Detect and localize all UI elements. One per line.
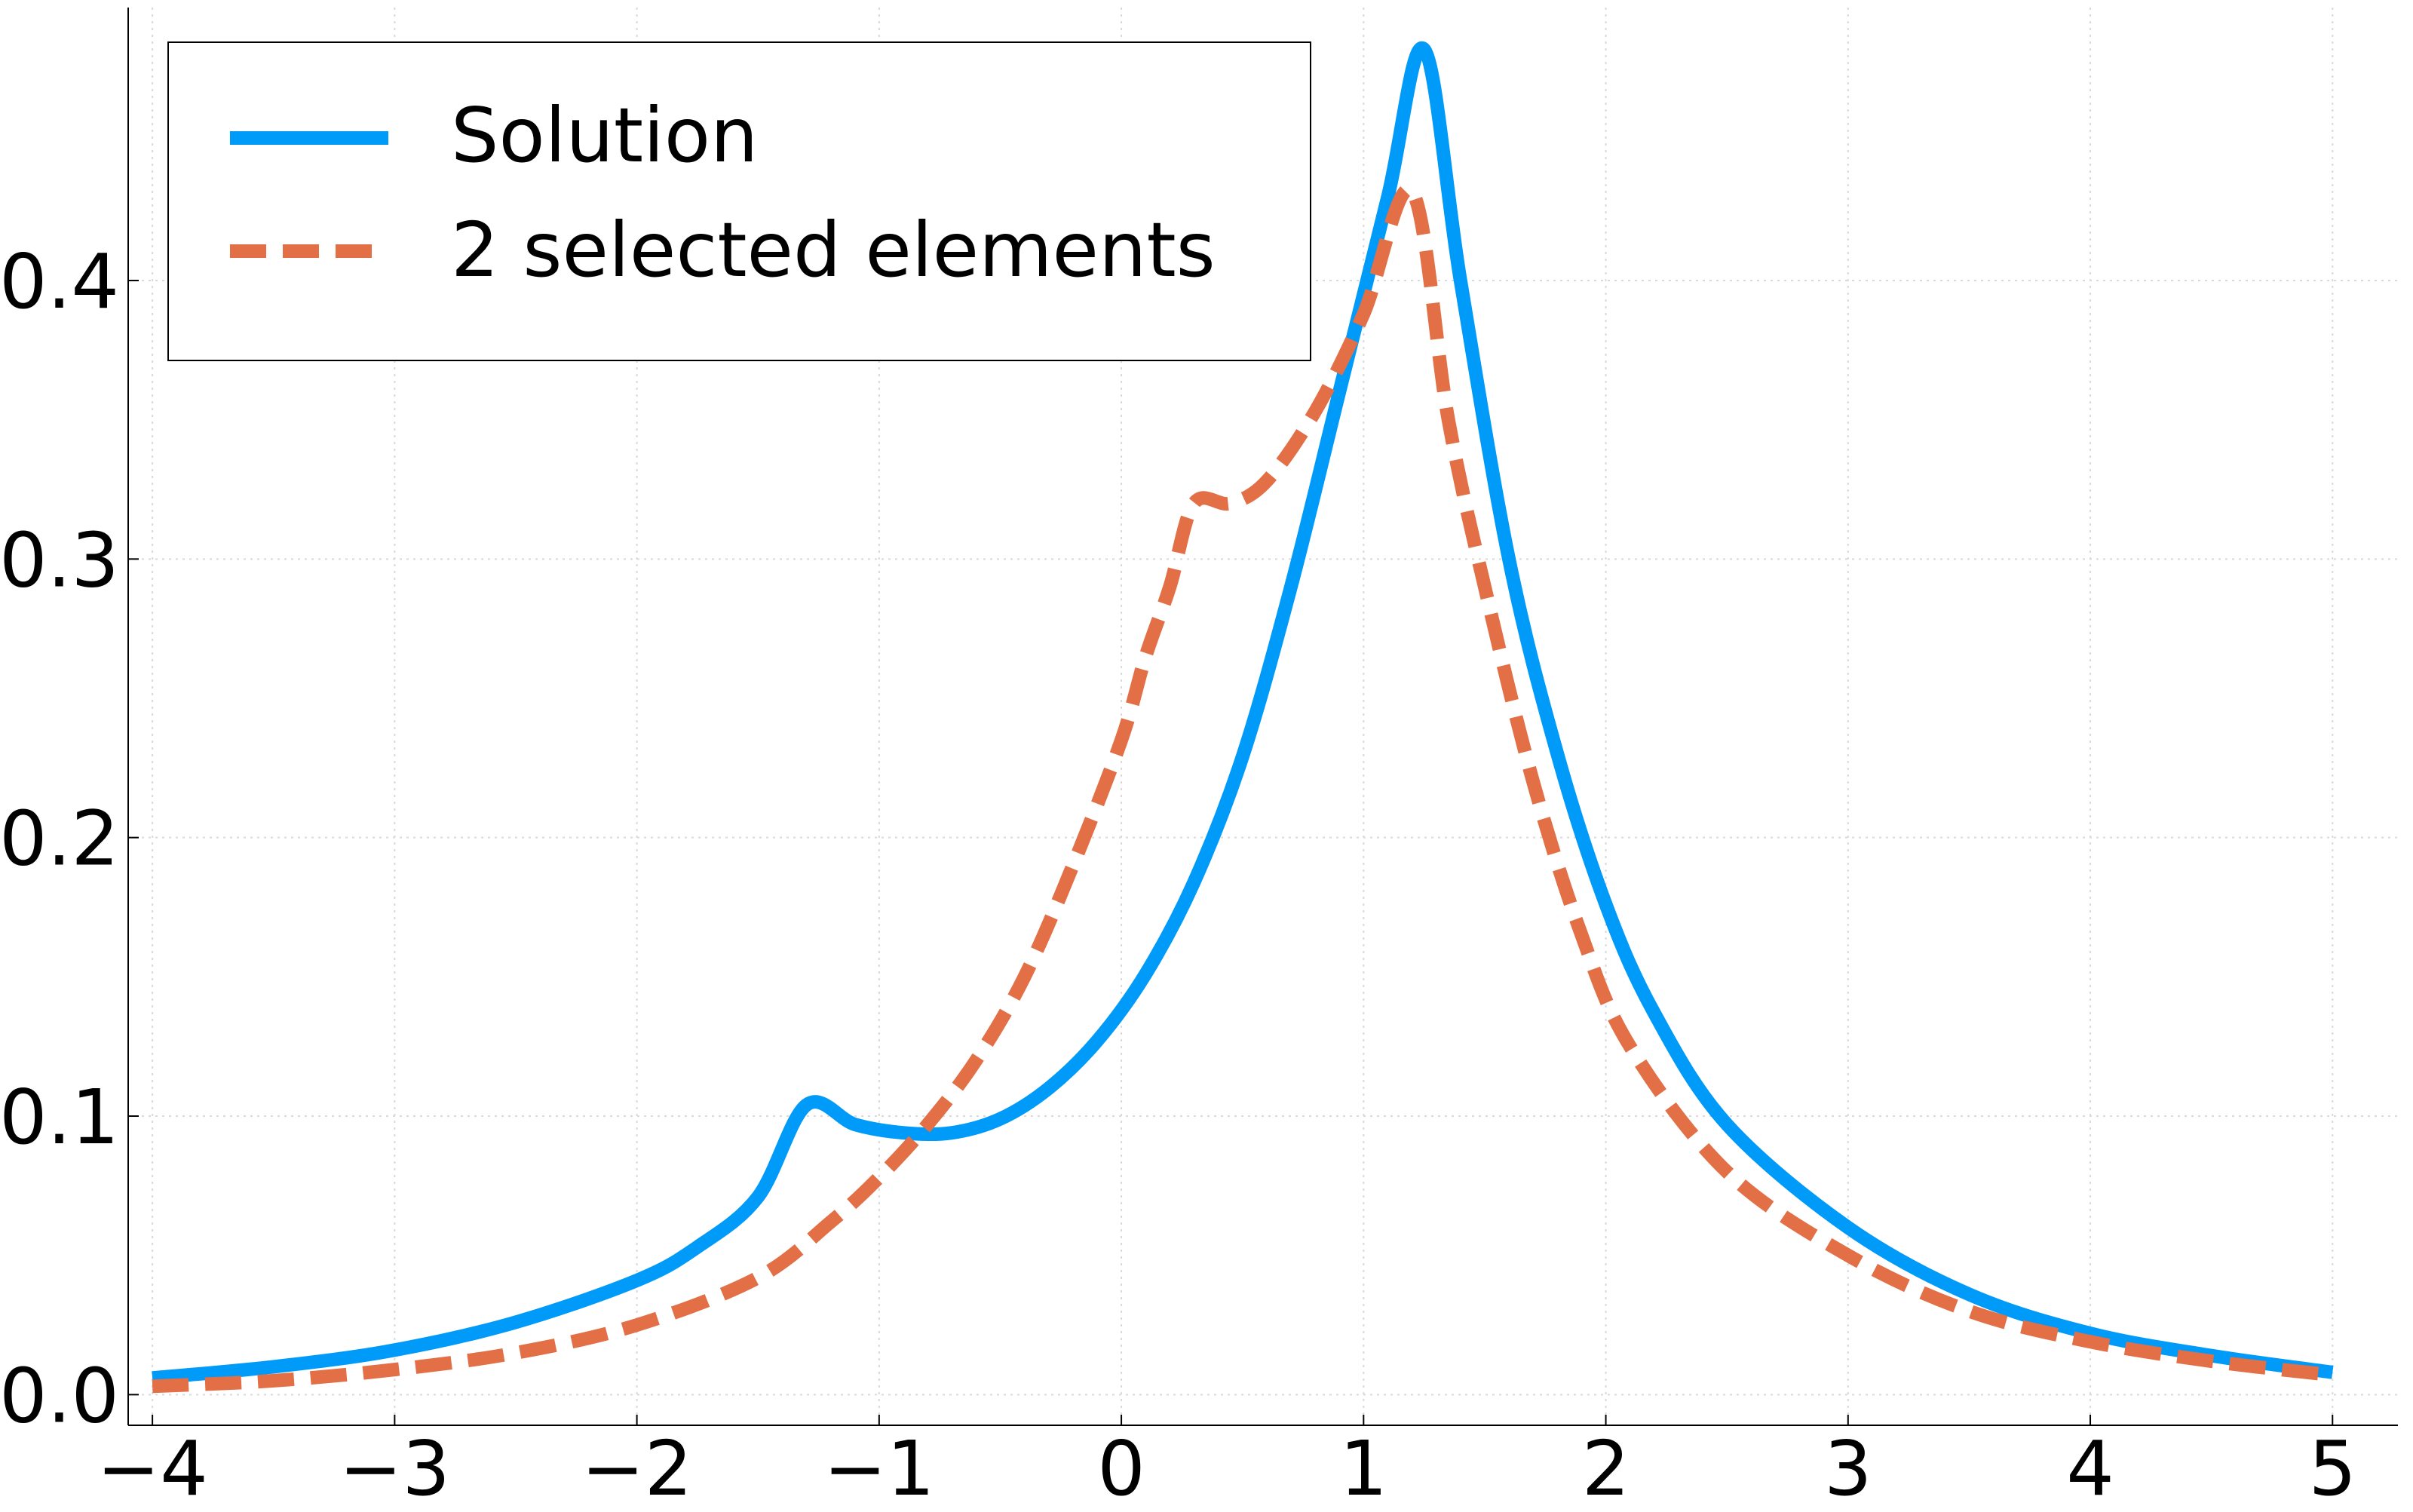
y-tick-label-0: 0.0 [0,1351,119,1440]
x-tick-label-5: 1 [1340,1425,1388,1508]
legend-box [167,41,1311,361]
legend-label-solution: Solution [451,91,758,179]
x-tick-label-0: −4 [97,1425,207,1508]
legend-label-2-selected-elements: 2 selected elements [451,206,1216,294]
y-tick-label-2: 0.2 [0,795,119,883]
x-tick-label-8: 4 [2066,1425,2114,1508]
tick-labels: −4 −3 −2 −1 0 1 2 3 4 5 0.0 0.1 0.2 0.3 0.4 [0,238,2356,1512]
y-tick-label-3: 0.3 [0,516,119,604]
series-line-2-selected-elements [152,182,2334,1394]
series-lines [152,41,2334,1394]
x-tick-label-3: −1 [823,1425,934,1508]
x-tick-label-2: −2 [581,1425,692,1508]
legend: Solution 2 selected elements [167,41,1311,361]
axes [127,8,2398,1426]
x-tick-label-9: 5 [2308,1425,2356,1508]
series-line-solution [152,41,2334,1385]
x-tick-label-1: −3 [339,1425,450,1508]
x-tick-label-4: 0 [1097,1425,1145,1508]
y-tick-label-4: 0.4 [0,238,119,326]
x-tick-label-7: 3 [1824,1425,1872,1508]
x-tick-label-6: 2 [1582,1425,1630,1508]
y-tick-label-1: 0.1 [0,1073,119,1161]
grid [128,8,2398,1425]
